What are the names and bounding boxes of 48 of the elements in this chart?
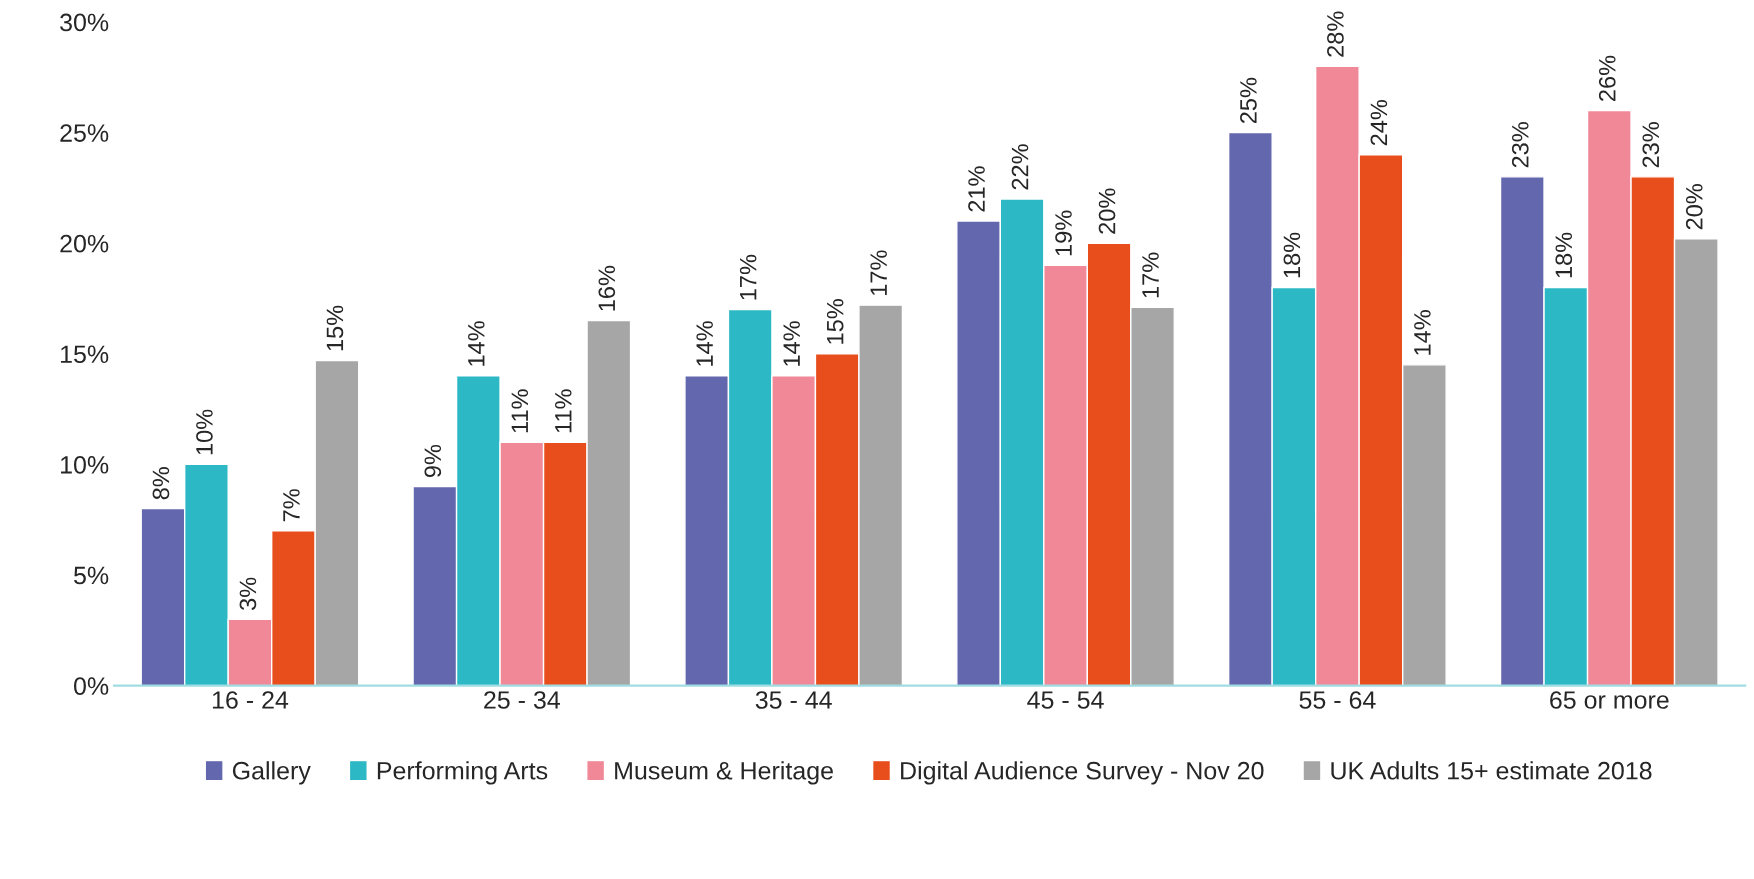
x-tick-label: 55 - 64: [1299, 691, 1376, 709]
data-label: 9%: [424, 444, 442, 478]
data-label: 19%: [1055, 210, 1072, 256]
y-tick-label: 10%: [61, 456, 109, 474]
legend-label: Digital Audience Survey - Nov 20: [901, 761, 1264, 785]
x-tick-label: 16 - 24: [212, 691, 289, 709]
data-label: 23%: [1511, 122, 1529, 168]
y-tick-label: 15%: [61, 345, 109, 364]
data-label: 28%: [1327, 11, 1344, 57]
data-label: 25%: [1240, 77, 1257, 124]
data-label: 3%: [239, 577, 257, 611]
data-label: 20%: [1098, 188, 1116, 234]
y-tick-label: 25%: [60, 124, 109, 142]
data-label: 14%: [696, 321, 713, 366]
legend-label: Gallery: [232, 761, 311, 785]
data-label: 8%: [152, 467, 170, 500]
legend-label: Performing Arts: [377, 761, 548, 785]
data-label: 17%: [1142, 252, 1159, 298]
legend-label: Museum & Heritage: [615, 761, 833, 785]
data-label: 14%: [783, 321, 800, 366]
data-label: 11%: [555, 389, 572, 433]
data-label: 7%: [283, 489, 300, 522]
data-label: 11%: [511, 389, 529, 433]
data-label: 15%: [326, 305, 344, 351]
data-label: 18%: [1555, 232, 1573, 278]
y-tick-label: 0%: [73, 677, 109, 695]
data-label: 22%: [1011, 144, 1029, 190]
x-tick-label: 25 - 34: [484, 691, 560, 709]
x-tick-label: 45 - 54: [1027, 691, 1104, 709]
data-label: 21%: [968, 166, 985, 212]
y-tick-label: 5%: [74, 566, 109, 585]
data-label: 16%: [598, 265, 616, 311]
data-label: 14%: [468, 321, 485, 366]
data-label: 17%: [870, 250, 887, 295]
data-label: 18%: [1283, 232, 1301, 278]
data-label: 15%: [826, 299, 844, 344]
x-tick-label: 65 or more: [1550, 691, 1669, 709]
y-tick-label: 20%: [60, 234, 109, 253]
data-label: 14%: [1414, 310, 1431, 355]
y-tick-label: 30%: [60, 13, 109, 32]
data-label: 24%: [1370, 99, 1388, 146]
data-label: 23%: [1642, 122, 1660, 168]
legend-label: UK Adults 15+ estimate 2018: [1331, 761, 1652, 780]
data-label: 17%: [739, 254, 757, 300]
data-label: 20%: [1685, 184, 1703, 230]
data-label: 26%: [1598, 55, 1616, 101]
x-tick-label: 35 - 44: [755, 691, 832, 709]
data-label: 10%: [196, 409, 213, 455]
